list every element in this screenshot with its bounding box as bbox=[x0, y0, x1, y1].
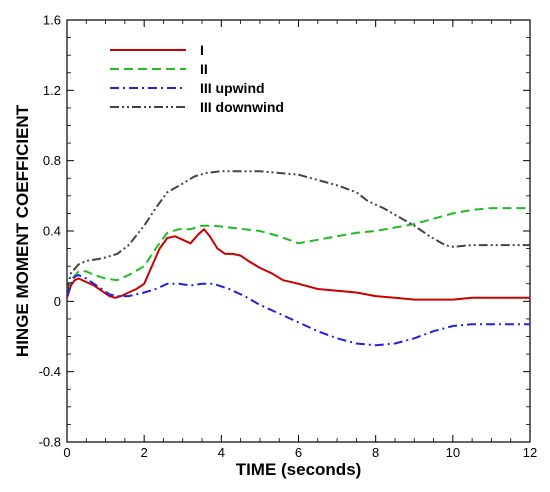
series-line-iii-downwind bbox=[66, 170, 530, 292]
y-tick-label: 0.4 bbox=[43, 224, 61, 239]
plot-border bbox=[66, 19, 531, 443]
series-line-ii bbox=[66, 207, 530, 292]
axis-tick-labels: 0 2 4 6 8 10 12 -0.8 -0.4 0 0.4 0.8 1.2 1.6 bbox=[39, 13, 538, 461]
x-axis-title: TIME (seconds) bbox=[236, 460, 362, 479]
x-tick-label: 2 bbox=[141, 445, 148, 460]
y-axis-title: HINGE MOMENT COEFFICIENT bbox=[13, 104, 32, 357]
legend-label: II bbox=[200, 61, 208, 77]
legend-label: III upwind bbox=[200, 80, 265, 96]
y-tick-label: -0.4 bbox=[39, 364, 61, 379]
series-lines bbox=[66, 170, 530, 347]
x-tick-label: 8 bbox=[372, 445, 379, 460]
y-tick-label: 0.8 bbox=[43, 153, 61, 168]
series-line-iii-upwind bbox=[66, 274, 530, 347]
x-tick-label: 0 bbox=[63, 445, 70, 460]
legend-label: III downwind bbox=[200, 99, 284, 115]
series-line-i bbox=[66, 228, 530, 301]
y-tick-label: -0.8 bbox=[39, 435, 61, 450]
x-tick-label: 12 bbox=[523, 445, 537, 460]
plot-frame bbox=[66, 19, 531, 443]
y-tick-label: 1.2 bbox=[43, 83, 61, 98]
x-tick-label: 4 bbox=[218, 445, 225, 460]
x-tick-label: 10 bbox=[446, 445, 460, 460]
axis-ticks bbox=[66, 19, 531, 443]
y-tick-label: 0 bbox=[54, 294, 61, 309]
legend-label: I bbox=[200, 42, 204, 58]
y-tick-label: 1.6 bbox=[43, 13, 61, 28]
x-tick-label: 6 bbox=[295, 445, 302, 460]
